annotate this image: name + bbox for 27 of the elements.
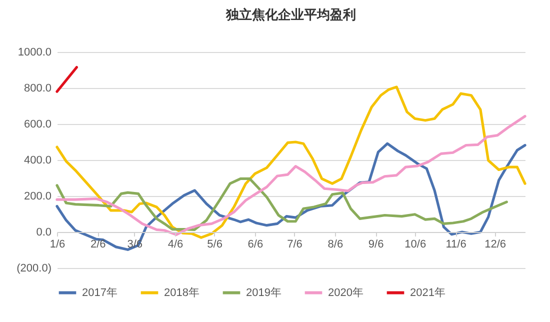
x-tick-label: 6/6: [248, 238, 264, 250]
y-tick-label: 200.0: [24, 190, 52, 202]
legend-label: 2018年: [164, 286, 200, 299]
line-series: [56, 114, 526, 236]
x-tick-label: 9/6: [368, 238, 384, 250]
x-tick-label: 4/6: [168, 238, 184, 250]
legend-label: 2017年: [82, 286, 118, 299]
x-tick-label: 7/6: [287, 238, 302, 250]
x-tick-label: 10/6: [404, 238, 426, 250]
legend-label: 2020年: [328, 286, 364, 299]
x-tick-label: 11/6: [446, 238, 466, 250]
x-tick-label: 5/6: [207, 238, 222, 250]
x-tick-label: 2/6: [90, 238, 106, 250]
legend-label: 2019年: [246, 286, 282, 299]
legend-label: 2021年: [410, 286, 446, 299]
y-tick-label: 1000.0: [18, 46, 52, 58]
line-series: [56, 86, 526, 239]
x-tick-label: 12/6: [484, 238, 506, 250]
line-series: [56, 177, 508, 231]
y-tick-label: 400.0: [24, 154, 52, 166]
x-tick-label: 1/6: [50, 238, 66, 250]
y-tick-label: 800.0: [24, 82, 52, 94]
y-tick-label: 0.0: [36, 226, 52, 238]
x-tick-label: 8/6: [328, 238, 344, 250]
y-tick-label: 600.0: [24, 118, 52, 130]
y-tick-label: (200.0): [16, 262, 52, 274]
chart-title: 独立焦化企业平均盈利: [225, 7, 356, 22]
